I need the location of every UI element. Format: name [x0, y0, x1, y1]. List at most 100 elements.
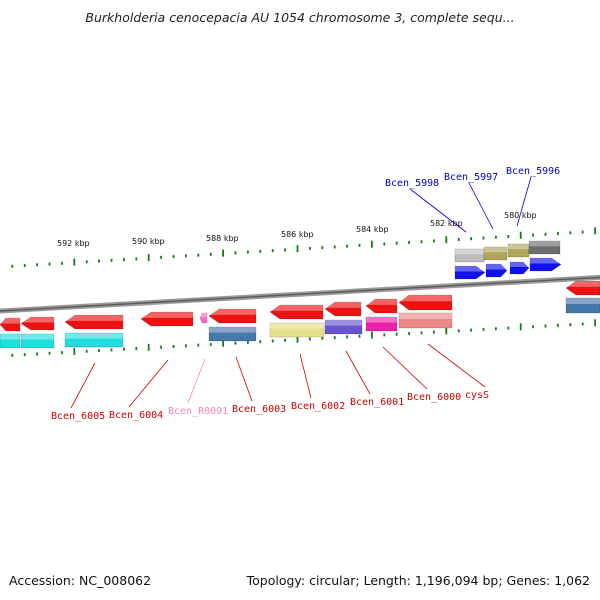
cds-box-highlight: [325, 320, 362, 326]
gene-arrow-reverse[interactable]: [365, 298, 398, 314]
scale-tick: [234, 251, 237, 255]
scale-tick: [383, 333, 386, 337]
cds-box-body[interactable]: [365, 316, 398, 332]
gene-features[interactable]: [0, 240, 600, 349]
scale-tick: [420, 240, 423, 244]
cds-box[interactable]: [269, 322, 325, 338]
gene-arrow-reverse-body[interactable]: [398, 294, 453, 311]
scale-tick: [197, 343, 200, 347]
cds-box[interactable]: [0, 333, 21, 349]
cds-box-body[interactable]: [269, 322, 325, 338]
scale-tick: [569, 323, 572, 327]
cds-box[interactable]: [528, 240, 561, 255]
cds-box[interactable]: [64, 332, 124, 348]
scale-tick: [532, 233, 534, 237]
gene-arrow-reverse[interactable]: [0, 317, 21, 332]
cds-box-body[interactable]: [64, 332, 124, 348]
gene-arrow-reverse[interactable]: [64, 314, 124, 330]
gene-arrow-reverse-body[interactable]: [64, 314, 124, 330]
gene-arrow-forward-body[interactable]: [454, 265, 486, 280]
cds-box[interactable]: [454, 248, 485, 263]
gene-arrow-forward-highlight: [510, 262, 529, 268]
gene-arrow-reverse[interactable]: [565, 280, 600, 296]
cds-box-body[interactable]: [398, 312, 453, 329]
gene-arrow-reverse[interactable]: [269, 304, 324, 320]
genome-backbone: [0, 274, 600, 314]
gene-arrow-reverse-body[interactable]: [140, 311, 194, 327]
gene-label[interactable]: Bcen_6005: [51, 411, 105, 422]
gene-arrow-forward[interactable]: [485, 263, 508, 278]
gene-label[interactable]: cysS: [465, 390, 489, 401]
scale-tick: [209, 252, 212, 256]
cds-box-body[interactable]: [565, 297, 600, 314]
gene-arrow-forward[interactable]: [529, 257, 562, 272]
gene-label[interactable]: Bcen_5998: [385, 178, 439, 189]
gene-arrow-forward[interactable]: [509, 261, 530, 275]
gene-arrow-reverse-highlight: [325, 302, 361, 308]
gene-arrow-reverse-body[interactable]: [565, 280, 600, 296]
cds-box-body[interactable]: [483, 246, 508, 261]
gene-arrow-reverse[interactable]: [20, 316, 55, 331]
cds-box-highlight: [21, 334, 54, 340]
cds-box-body[interactable]: [528, 240, 561, 255]
cds-box[interactable]: [208, 326, 257, 342]
scale-tick: [346, 244, 348, 248]
cds-box[interactable]: [398, 312, 453, 329]
gene-labels[interactable]: Bcen_5998 Bcen_5997 Bcen_5996 Bcen_6005 Bcen…: [51, 166, 560, 422]
scale-tick: [110, 348, 113, 352]
cds-box[interactable]: [365, 316, 398, 332]
gene-label[interactable]: Bcen_5996: [506, 166, 560, 177]
cds-box-body[interactable]: [324, 319, 363, 335]
scale-tick: [408, 240, 410, 244]
gene-arrow-reverse-body[interactable]: [0, 317, 21, 332]
scale-tick: [259, 340, 262, 344]
gene-label[interactable]: Bcen_6003: [232, 404, 286, 415]
scale-tick: [371, 240, 373, 248]
rna-arrow[interactable]: [199, 312, 208, 324]
gene-arrow-forward[interactable]: [454, 265, 486, 280]
gene-label[interactable]: Bcen_6001: [350, 397, 404, 408]
scale-ticks: [11, 227, 596, 357]
scale-tick-labels: 592 kbp 590 kbp 588 kbp 586 kbp 584 kbp 582 k…: [57, 211, 537, 248]
gene-arrow-reverse[interactable]: [208, 308, 257, 324]
gene-label[interactable]: Bcen_R0091: [168, 406, 228, 417]
scale-tick: [185, 254, 187, 258]
gene-label[interactable]: Bcen_5997: [444, 172, 498, 183]
scale-tick-label: 590 kbp: [132, 237, 165, 246]
scale-tick: [457, 329, 460, 333]
gene-arrow-reverse-body[interactable]: [20, 316, 55, 331]
scale-tick: [135, 257, 138, 261]
gene-arrow-forward-body[interactable]: [485, 263, 508, 278]
scale-tick: [321, 246, 324, 250]
gene-label[interactable]: Bcen_6004: [109, 410, 163, 421]
cds-box[interactable]: [507, 243, 530, 258]
gene-arrow-reverse-body[interactable]: [269, 304, 324, 320]
gene-arrow-reverse[interactable]: [140, 311, 194, 327]
scale-tick: [395, 332, 398, 336]
cds-box-highlight: [508, 244, 529, 250]
gene-label[interactable]: Bcen_6002: [291, 401, 345, 412]
cds-box[interactable]: [20, 333, 55, 349]
cds-box-body[interactable]: [208, 326, 257, 342]
gene-arrow-reverse-body[interactable]: [365, 298, 398, 314]
cds-box-body[interactable]: [0, 333, 21, 349]
rna-arrow-body[interactable]: [199, 312, 208, 324]
callout-line: [187, 358, 206, 404]
gene-arrow-forward-body[interactable]: [529, 257, 562, 272]
cds-box[interactable]: [483, 246, 508, 261]
cds-box[interactable]: [324, 319, 363, 335]
scale-tick: [470, 328, 472, 332]
cds-box-body[interactable]: [20, 333, 55, 349]
cds-box[interactable]: [565, 297, 600, 314]
gene-arrow-reverse[interactable]: [398, 294, 453, 311]
gene-arrow-reverse[interactable]: [324, 301, 362, 317]
scale-tick: [98, 349, 100, 353]
gene-arrow-forward-body[interactable]: [509, 261, 530, 275]
gene-arrow-reverse-body[interactable]: [324, 301, 362, 317]
cds-box-highlight: [399, 313, 452, 319]
scale-tick: [420, 331, 423, 335]
gene-arrow-reverse-body[interactable]: [208, 308, 257, 324]
gene-label[interactable]: Bcen_6000: [407, 392, 461, 403]
cds-box-highlight: [484, 247, 507, 253]
